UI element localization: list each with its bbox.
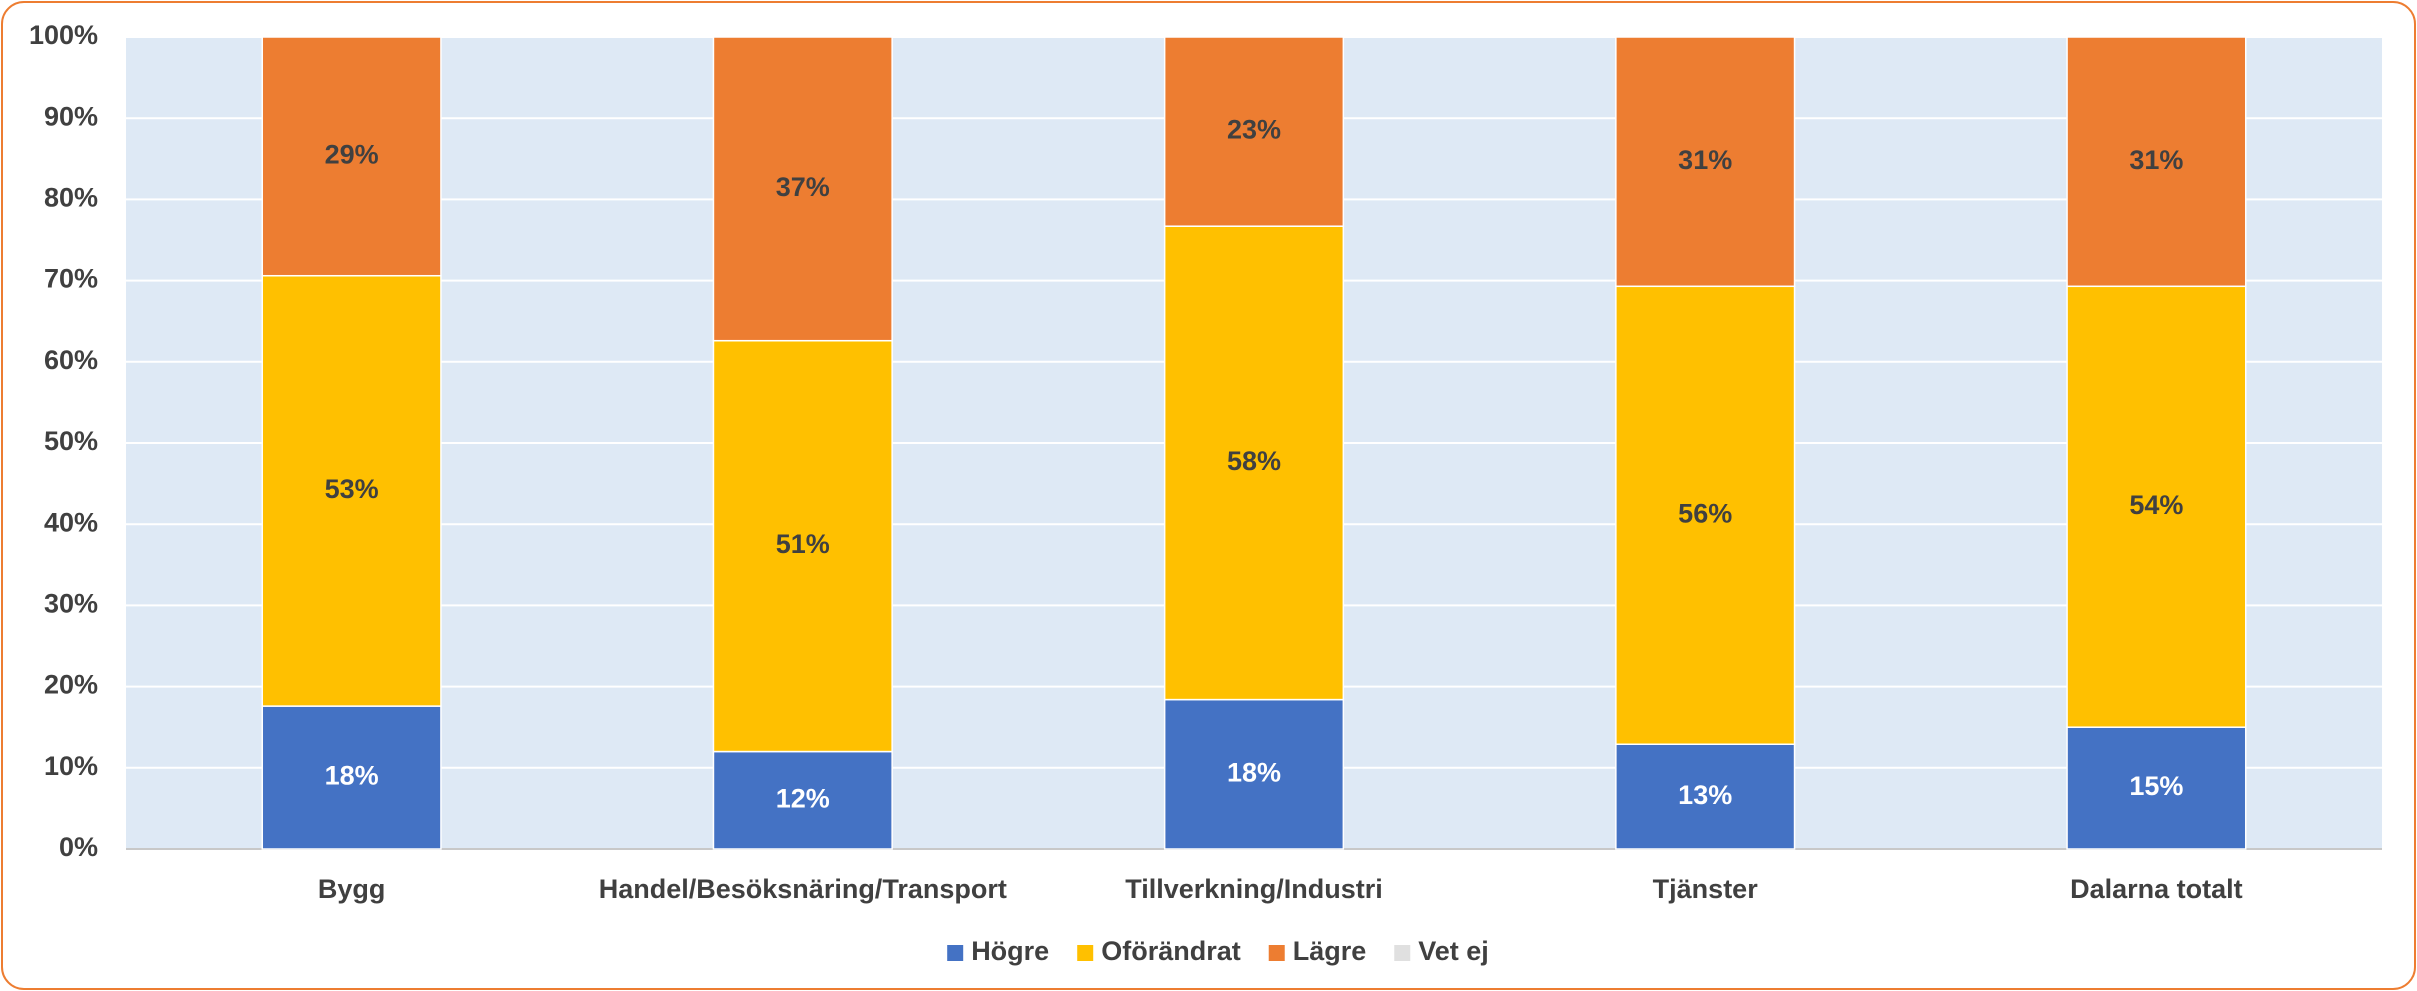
data-label: 37%	[776, 172, 830, 202]
x-tick-label: Dalarna totalt	[2070, 874, 2243, 904]
y-tick-label: 0%	[59, 832, 98, 862]
legend-swatch	[1268, 945, 1285, 961]
legend-label: Högre	[971, 936, 1049, 966]
y-tick-label: 90%	[44, 101, 98, 131]
bar-segment	[712, 36, 893, 342]
bar-segment	[712, 750, 893, 850]
bar-segment	[1615, 743, 1796, 850]
data-label: 54%	[2129, 490, 2183, 520]
bar-segment	[1163, 36, 1345, 227]
y-tick-label: 40%	[44, 507, 98, 537]
data-label: 56%	[1678, 498, 1732, 528]
data-label: 13%	[1678, 780, 1732, 810]
x-tick-label: Bygg	[318, 874, 386, 904]
y-tick-label: 70%	[44, 264, 98, 294]
bar-segment	[1615, 285, 1796, 746]
x-tick-label: Tillverkning/Industri	[1125, 874, 1383, 904]
y-tick-label: 20%	[44, 670, 98, 700]
bar-segment	[261, 705, 442, 850]
legend-swatch	[1394, 945, 1411, 961]
data-label: 23%	[1227, 115, 1281, 145]
data-label: 31%	[2129, 145, 2183, 175]
y-tick-label: 80%	[44, 183, 98, 213]
data-label: 31%	[1678, 145, 1732, 175]
y-tick-label: 30%	[44, 589, 98, 619]
bar-segment	[261, 274, 442, 707]
data-label: 18%	[325, 761, 379, 791]
bar-segment	[261, 36, 442, 277]
bar-segment	[2066, 726, 2247, 850]
bar-segment	[2066, 285, 2247, 728]
legend-label: Vet ej	[1418, 936, 1489, 966]
data-label: 53%	[325, 474, 379, 504]
y-tick-label: 100%	[29, 20, 98, 50]
data-label: 18%	[1227, 757, 1281, 787]
data-label: 58%	[1227, 446, 1281, 476]
bar-segment	[1163, 225, 1345, 701]
bar-segment	[2066, 36, 2247, 288]
data-label: 51%	[776, 529, 830, 559]
legend-label: Lägre	[1293, 936, 1367, 966]
x-tick-label: Handel/Besöksnäring/Transport	[599, 874, 1007, 904]
legend-swatch	[1077, 945, 1094, 961]
legend-swatch	[947, 945, 964, 961]
y-tick-label: 10%	[44, 751, 98, 781]
bar-segment	[1615, 36, 1796, 288]
bar-segment	[712, 339, 893, 753]
data-label: 12%	[776, 783, 830, 813]
data-label: 15%	[2129, 771, 2183, 801]
x-tick-label: Tjänster	[1653, 874, 1759, 904]
y-tick-label: 50%	[44, 426, 98, 456]
y-tick-label: 60%	[44, 345, 98, 375]
legend-label: Oförändrat	[1101, 936, 1241, 966]
data-label: 29%	[325, 139, 379, 169]
